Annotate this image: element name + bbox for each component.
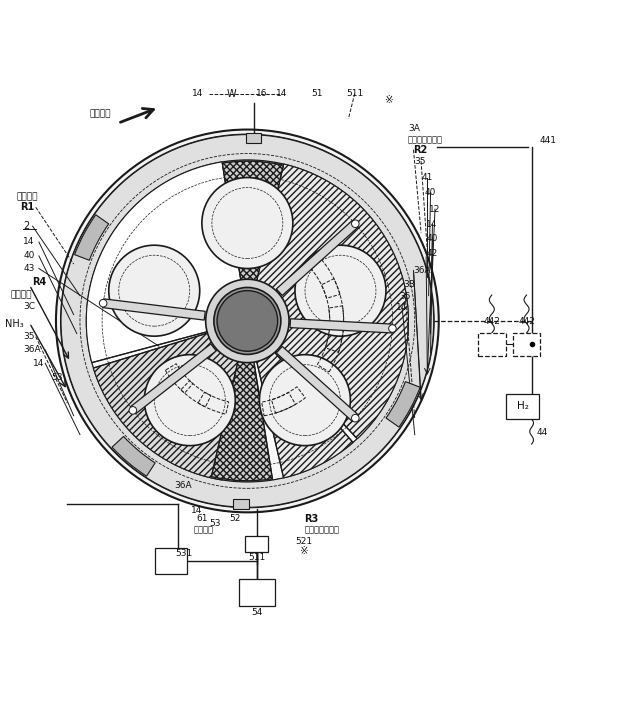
- Text: R4: R4: [33, 277, 47, 287]
- Wedge shape: [255, 164, 408, 439]
- Text: 14: 14: [191, 506, 202, 515]
- Text: 14: 14: [396, 303, 407, 312]
- Text: 511: 511: [248, 553, 266, 563]
- Polygon shape: [102, 299, 205, 320]
- Text: 51: 51: [311, 89, 323, 98]
- Bar: [506, 394, 539, 419]
- Text: 42: 42: [426, 250, 437, 258]
- Text: 41: 41: [421, 173, 433, 182]
- Text: 40: 40: [23, 251, 35, 261]
- Circle shape: [56, 130, 439, 513]
- Text: 36A: 36A: [413, 266, 431, 275]
- Text: 36A: 36A: [175, 481, 193, 489]
- Circle shape: [388, 325, 396, 332]
- Wedge shape: [255, 348, 353, 478]
- Text: ※: ※: [300, 547, 308, 557]
- Circle shape: [129, 407, 137, 414]
- Text: 54: 54: [251, 608, 262, 618]
- Wedge shape: [386, 382, 420, 427]
- Text: 第２の改質領域: 第２の改質領域: [304, 526, 339, 534]
- Circle shape: [351, 220, 359, 227]
- Text: 14: 14: [33, 359, 44, 368]
- Text: 回転方向: 回転方向: [90, 109, 111, 118]
- Text: 53: 53: [209, 518, 221, 528]
- Wedge shape: [211, 357, 273, 481]
- Text: 3B: 3B: [403, 280, 415, 290]
- Text: 531: 531: [175, 549, 193, 558]
- Text: 53: 53: [52, 374, 63, 382]
- Text: 521: 521: [296, 537, 313, 546]
- Text: 16: 16: [255, 89, 267, 98]
- Wedge shape: [86, 162, 242, 363]
- Bar: [234, 499, 248, 509]
- Wedge shape: [75, 215, 109, 260]
- Bar: [155, 548, 187, 573]
- Text: W: W: [227, 88, 236, 98]
- Text: 40: 40: [426, 235, 438, 243]
- Text: 14: 14: [426, 220, 438, 229]
- Text: 分離領域: 分離領域: [194, 526, 214, 534]
- Bar: [246, 536, 268, 552]
- Circle shape: [351, 414, 359, 422]
- Text: ※: ※: [385, 95, 394, 105]
- Text: 吸着領域: 吸着領域: [17, 192, 38, 201]
- Circle shape: [202, 177, 293, 269]
- Text: 35: 35: [399, 292, 410, 300]
- Wedge shape: [93, 332, 242, 480]
- Text: 第１の改質領域: 第１の改質領域: [407, 135, 442, 144]
- Circle shape: [217, 290, 278, 351]
- Bar: [478, 333, 506, 355]
- Wedge shape: [222, 161, 284, 285]
- Circle shape: [109, 245, 200, 336]
- Polygon shape: [130, 344, 216, 414]
- Bar: [513, 333, 540, 355]
- Text: 442: 442: [518, 317, 535, 326]
- Text: 2: 2: [23, 222, 29, 231]
- Polygon shape: [276, 220, 358, 295]
- Text: 43: 43: [23, 264, 35, 273]
- Polygon shape: [276, 346, 358, 421]
- Wedge shape: [61, 135, 434, 508]
- Circle shape: [99, 300, 107, 307]
- Text: 44: 44: [537, 429, 548, 437]
- Text: H₂: H₂: [517, 401, 529, 411]
- Text: 40: 40: [424, 188, 436, 197]
- Wedge shape: [112, 437, 155, 476]
- Polygon shape: [290, 319, 393, 333]
- Text: 61: 61: [197, 514, 209, 523]
- Bar: [239, 578, 275, 607]
- Text: R2: R2: [413, 145, 428, 155]
- Text: 36A: 36A: [23, 345, 41, 355]
- Text: 35: 35: [23, 332, 35, 341]
- Circle shape: [259, 355, 350, 446]
- Circle shape: [145, 355, 236, 446]
- Text: 35: 35: [415, 156, 426, 166]
- Text: 3A: 3A: [408, 124, 420, 132]
- Text: 反応領域: 反応領域: [10, 290, 32, 299]
- Text: R3: R3: [304, 513, 319, 523]
- Circle shape: [295, 245, 386, 336]
- Text: 442: 442: [483, 317, 500, 326]
- Text: 441: 441: [539, 136, 556, 146]
- Circle shape: [205, 279, 289, 363]
- Text: 3C: 3C: [23, 302, 35, 311]
- Text: 511: 511: [346, 89, 364, 98]
- Text: 14: 14: [192, 89, 203, 98]
- Circle shape: [86, 160, 408, 482]
- Bar: [246, 132, 261, 143]
- Text: 12: 12: [429, 205, 440, 214]
- Text: 14: 14: [23, 237, 35, 246]
- Text: 52: 52: [229, 514, 241, 523]
- Circle shape: [214, 287, 281, 355]
- Text: 14: 14: [276, 89, 288, 98]
- Text: R1: R1: [20, 202, 34, 212]
- Text: NH₃: NH₃: [4, 319, 24, 329]
